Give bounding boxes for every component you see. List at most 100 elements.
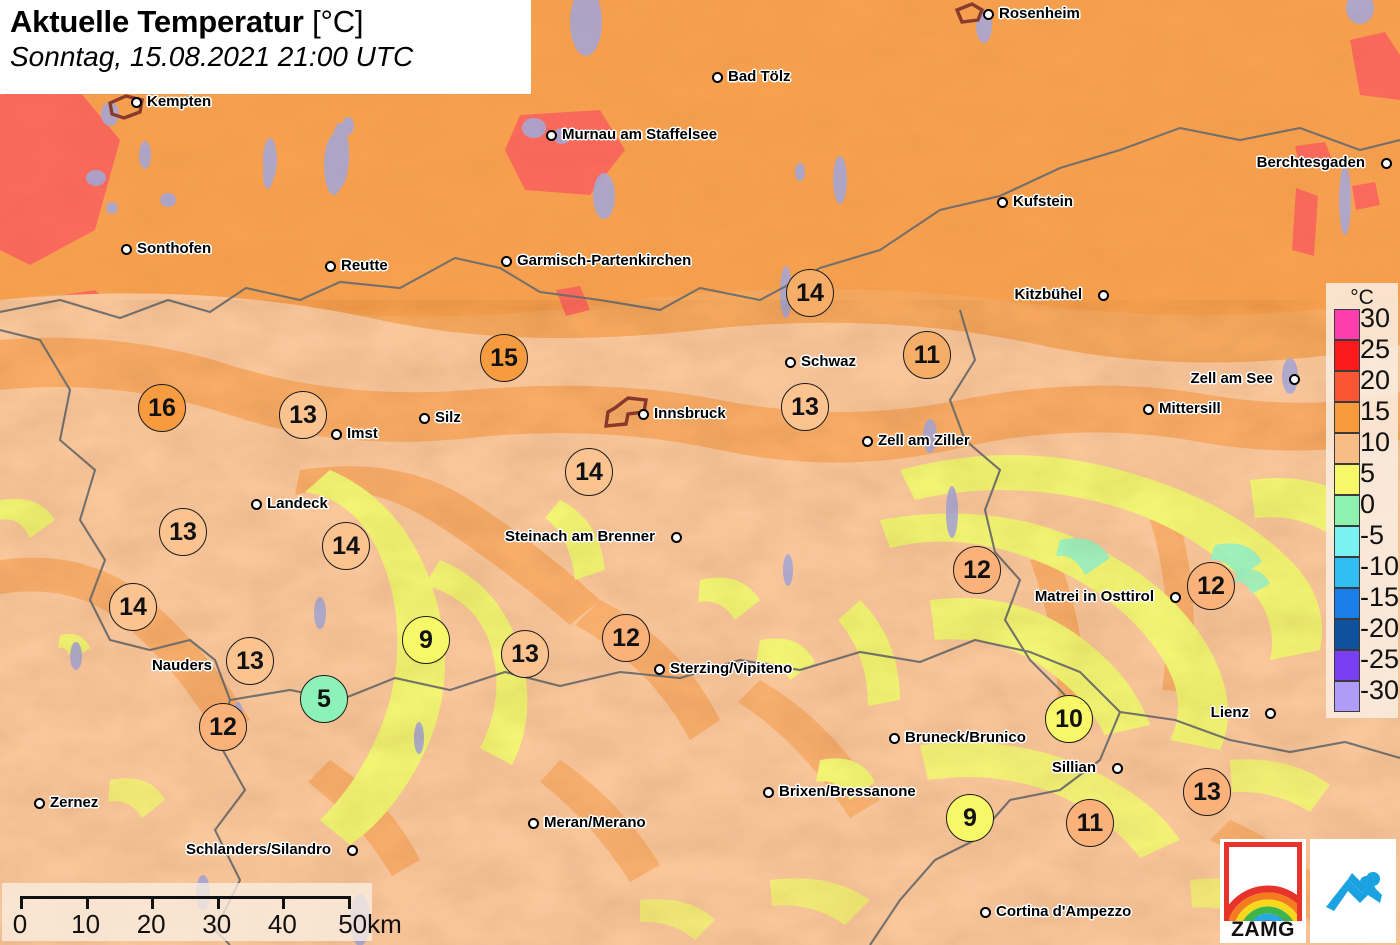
color-legend: °C 30 25 20 15 10 5 0 -5 -10 -15 -20 -25 -30 xyxy=(1326,283,1399,718)
station-temperature-marker: 10 xyxy=(1045,695,1093,743)
legend-entry: 15 xyxy=(1326,396,1398,433)
station-temperature-marker: 16 xyxy=(138,384,186,432)
city-label: Brixen/Bressanone xyxy=(779,783,916,800)
city-label: Steinach am Brenner xyxy=(504,528,655,545)
geosphere-logo xyxy=(1310,839,1396,943)
legend-entry: 0 xyxy=(1326,489,1398,526)
legend-entry: -10 xyxy=(1326,551,1399,588)
city-dot xyxy=(638,409,649,420)
legend-label: 5 xyxy=(1360,458,1376,488)
legend-entry: -25 xyxy=(1326,644,1399,681)
city-dot xyxy=(501,256,512,267)
station-temperature-marker: 13 xyxy=(226,637,274,685)
legend-entry: 10 xyxy=(1326,427,1398,464)
legend-entry: -30 xyxy=(1326,675,1399,712)
scale-tick xyxy=(151,896,155,909)
city-dot xyxy=(997,197,1008,208)
scale-label: 0 xyxy=(12,909,28,939)
city-label: Kempten xyxy=(147,93,212,110)
city-label: Matrei in Osttirol xyxy=(1034,588,1154,605)
legend-swatch xyxy=(1334,309,1360,340)
city-label: Sonthofen xyxy=(137,240,212,257)
city-dot xyxy=(889,733,900,744)
city-label: Garmisch-Partenkirchen xyxy=(517,252,692,269)
station-temperature-marker: 14 xyxy=(565,448,613,496)
mountain-icon xyxy=(1326,872,1382,911)
city-dot xyxy=(1143,404,1154,415)
city-dot xyxy=(862,436,873,447)
scale-label: 50km xyxy=(338,909,402,939)
city-dot xyxy=(528,818,539,829)
city-label: Landeck xyxy=(267,495,328,512)
legend-label: 20 xyxy=(1360,365,1391,395)
station-temperature-marker: 11 xyxy=(1066,799,1114,847)
station-temperature-marker: 13 xyxy=(501,630,549,678)
city-dot xyxy=(347,845,358,856)
scale-label: 40 xyxy=(267,909,297,939)
legend-label: 30 xyxy=(1360,303,1391,333)
station-temperature-marker: 14 xyxy=(109,583,157,631)
station-temperature-marker: 13 xyxy=(279,391,327,439)
legend-swatch xyxy=(1334,526,1360,557)
legend-swatch xyxy=(1334,433,1360,464)
city-dot xyxy=(331,429,342,440)
legend-rows: 30 25 20 15 10 5 0 -5 -10 -15 -20 -25 -30 xyxy=(1326,303,1399,712)
station-temperature-marker: 13 xyxy=(781,383,829,431)
legend-swatch xyxy=(1334,650,1360,681)
city-label: Innsbruck xyxy=(654,405,726,422)
legend-label: -20 xyxy=(1360,613,1400,643)
scale-tick xyxy=(282,896,286,909)
legend-entry: -15 xyxy=(1326,582,1399,619)
city-label: Bruneck/Brunico xyxy=(905,729,1026,746)
city-dot xyxy=(1381,158,1392,169)
station-temperature-marker: 11 xyxy=(903,331,951,379)
station-temperature-marker: 9 xyxy=(946,794,994,842)
city-dot xyxy=(1112,763,1123,774)
legend-swatch xyxy=(1334,495,1360,526)
zamg-logo: ZAMG xyxy=(1220,839,1306,943)
station-temperature-marker: 12 xyxy=(199,703,247,751)
scale-bar: 0 10 20 30 40 50km xyxy=(2,883,402,941)
logo-group: ZAMG xyxy=(1220,839,1396,943)
city-label: Kitzbühel xyxy=(1014,286,1083,303)
title-box: Aktuelle Temperatur [°C] Sonntag, 15.08.… xyxy=(0,0,531,94)
legend-unit-label: °C xyxy=(1350,286,1374,309)
legend-label: -10 xyxy=(1360,551,1400,581)
city-dot xyxy=(654,664,665,675)
city-dot xyxy=(325,261,336,272)
station-temperature-marker: 13 xyxy=(159,508,207,556)
legend-label: -25 xyxy=(1360,644,1400,674)
legend-entry: -5 xyxy=(1326,520,1398,557)
city-dot xyxy=(1170,592,1181,603)
legend-entry: -20 xyxy=(1326,613,1399,650)
legend-swatch xyxy=(1334,619,1360,650)
station-temperature-marker: 9 xyxy=(402,616,450,664)
city-label: Silz xyxy=(435,409,461,426)
city-dot xyxy=(34,798,45,809)
scale-tick xyxy=(85,896,89,909)
legend-label: 15 xyxy=(1360,396,1391,426)
legend-swatch xyxy=(1334,588,1360,619)
city-label: Zernez xyxy=(50,794,99,811)
station-temperature-marker: 14 xyxy=(322,522,370,570)
city-label: Bad Tölz xyxy=(728,68,791,85)
scale-label: 20 xyxy=(136,909,166,939)
scale-label: 30 xyxy=(202,909,232,939)
city-dot xyxy=(785,357,796,368)
city-label: Murnau am Staffelsee xyxy=(562,126,718,143)
city-label: Zell am See xyxy=(1190,370,1273,387)
city-label: Zell am Ziller xyxy=(878,432,970,449)
city-dot xyxy=(671,532,682,543)
city-dot xyxy=(251,499,262,510)
legend-label: -5 xyxy=(1360,520,1385,550)
city-label: Imst xyxy=(347,425,378,442)
city-label: Kufstein xyxy=(1013,193,1073,210)
legend-entry: 25 xyxy=(1326,334,1398,371)
station-temperature-marker: 13 xyxy=(1183,768,1231,816)
city-label: Reutte xyxy=(341,257,388,274)
city-label: Schwaz xyxy=(801,353,857,370)
city-dot xyxy=(419,413,430,424)
title-datetime: Sonntag, 15.08.2021 21:00 UTC xyxy=(10,41,414,72)
city-label: Lienz xyxy=(1210,704,1249,721)
scale-tick xyxy=(348,896,351,909)
